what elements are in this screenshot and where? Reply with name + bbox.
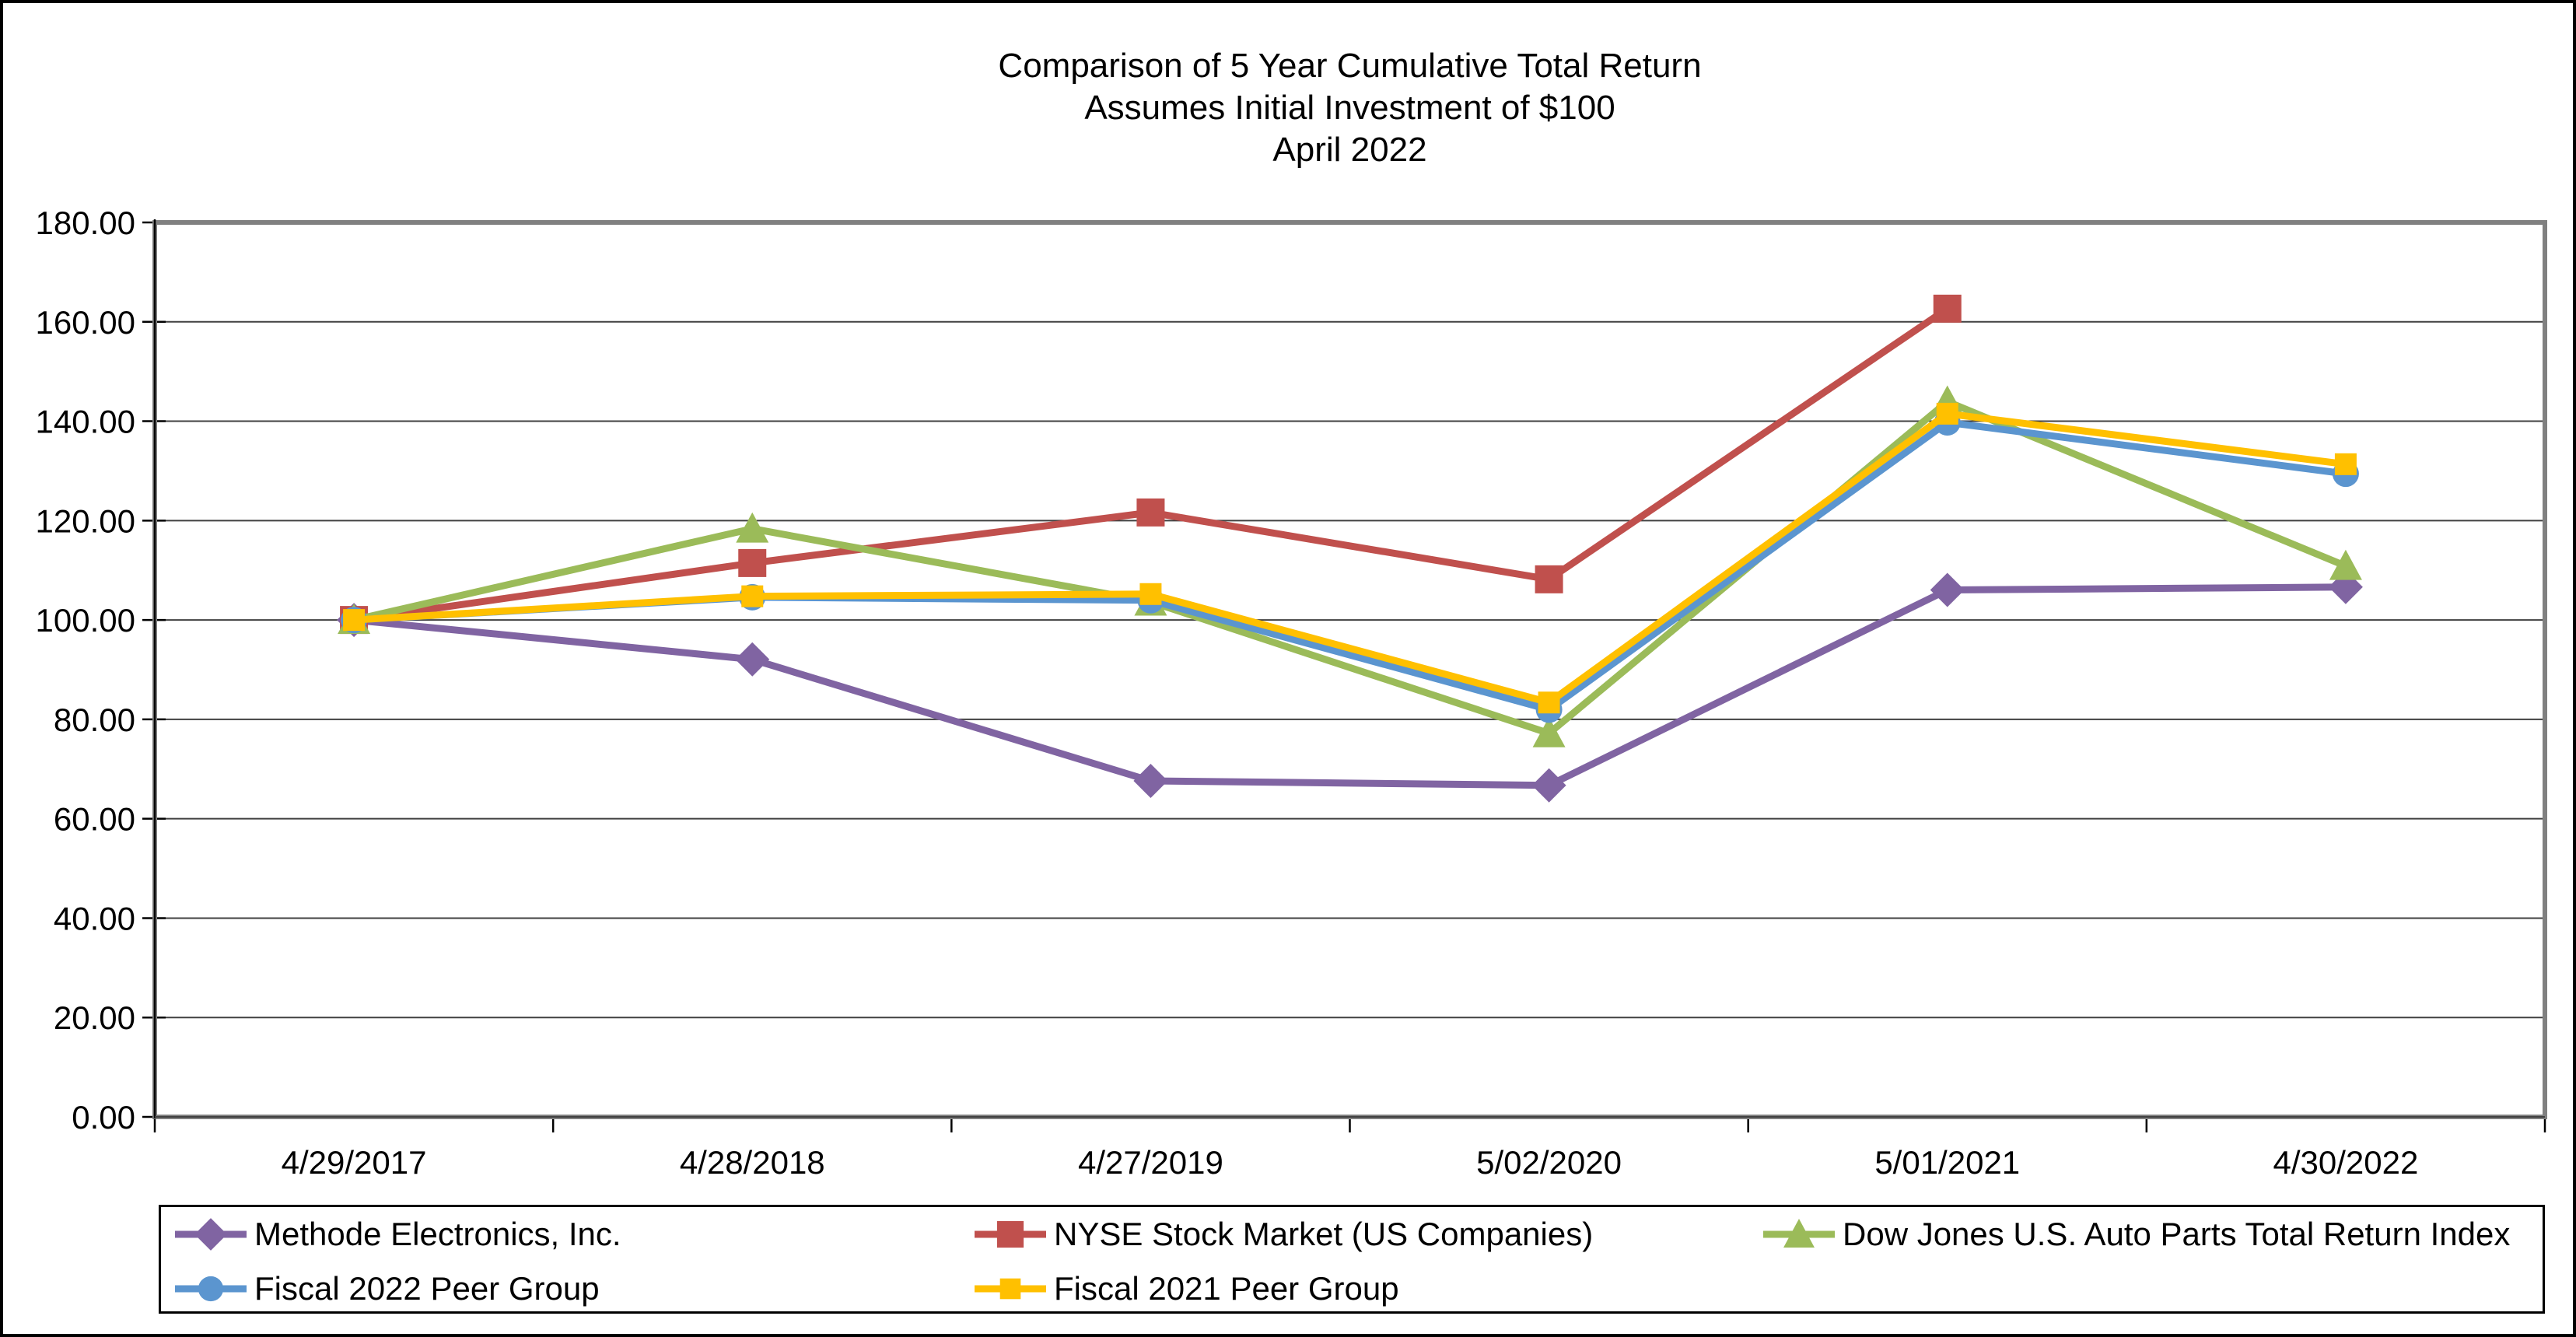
plot-area: 0.00 20.00 40.00 60.00 80.00 100.00 120.00 140.… bbox=[36, 205, 2547, 1181]
square-marker-icon bbox=[975, 1220, 1046, 1248]
legend-item-3: Dow Jones U.S. Auto Parts Total Return I… bbox=[1763, 1216, 2511, 1252]
square-marker-icon bbox=[975, 1278, 1046, 1300]
y-axis-tick-label: 120.00 bbox=[36, 502, 135, 539]
legend-item-4: Fiscal 2022 Peer Group bbox=[175, 1270, 600, 1307]
chart-title: Comparison of 5 Year Cumulative Total Re… bbox=[155, 45, 2545, 171]
series-line-3 bbox=[350, 397, 2350, 737]
series-2-point bbox=[1136, 498, 1165, 527]
series-3-point bbox=[1532, 716, 1566, 747]
y-axis-tick-label: 40.00 bbox=[54, 900, 135, 936]
series-1-point bbox=[1930, 572, 1965, 607]
chart-title-line2: Assumes Initial Investment of $100 bbox=[1084, 89, 1615, 127]
chart-title-line1: Comparison of 5 Year Cumulative Total Re… bbox=[998, 47, 1702, 85]
series-5-point bbox=[1936, 402, 1958, 425]
series-3-point bbox=[2329, 549, 2362, 580]
triangle-marker-icon bbox=[1763, 1219, 1835, 1248]
y-axis-tick-label: 180.00 bbox=[36, 205, 135, 241]
legend: Methode Electronics, Inc. NYSE Stock Mark… bbox=[159, 1205, 2545, 1314]
series-1-point bbox=[1133, 764, 1168, 799]
series-1-point bbox=[735, 642, 770, 677]
y-axis-tick-label: 60.00 bbox=[54, 801, 135, 838]
series-line-5 bbox=[350, 410, 2350, 706]
x-axis-tick-label: 4/28/2018 bbox=[680, 1144, 825, 1181]
y-axis-tick-label: 140.00 bbox=[36, 404, 135, 440]
series-2-point bbox=[1535, 565, 1563, 593]
series-2-point bbox=[738, 548, 767, 577]
y-axis-tick-label: 20.00 bbox=[54, 999, 135, 1036]
series-1-point bbox=[1531, 768, 1566, 803]
circle-marker-icon bbox=[175, 1276, 247, 1302]
x-axis-tick-label: 4/30/2022 bbox=[2273, 1144, 2418, 1181]
series-2-point bbox=[1933, 294, 1962, 323]
series-line-1 bbox=[350, 583, 2350, 789]
legend-item-2: NYSE Stock Market (US Companies) bbox=[975, 1216, 1594, 1252]
series-5-point bbox=[1139, 583, 1162, 605]
x-axis-tick-label: 4/27/2019 bbox=[1078, 1144, 1223, 1181]
legend-label: Methode Electronics, Inc. bbox=[254, 1216, 621, 1252]
y-axis-tick-label: 160.00 bbox=[36, 304, 135, 341]
legend-label: Dow Jones U.S. Auto Parts Total Return I… bbox=[1843, 1216, 2511, 1252]
x-axis-tick-label: 5/02/2020 bbox=[1476, 1144, 1622, 1181]
x-axis-tick-label: 5/01/2021 bbox=[1874, 1144, 2020, 1181]
legend-label: Fiscal 2022 Peer Group bbox=[254, 1270, 600, 1307]
series-3-point bbox=[736, 512, 769, 543]
y-axis-tick-label: 0.00 bbox=[72, 1099, 135, 1136]
legend-item-1: Methode Electronics, Inc. bbox=[175, 1216, 621, 1252]
legend-item-5: Fiscal 2021 Peer Group bbox=[975, 1270, 1399, 1307]
series-5-point bbox=[1538, 691, 1560, 714]
series-line-2 bbox=[350, 305, 1951, 624]
y-axis-tick-label: 100.00 bbox=[36, 602, 135, 639]
legend-label: Fiscal 2021 Peer Group bbox=[1054, 1270, 1399, 1307]
series-5-point bbox=[741, 585, 764, 607]
chart-title-line3: April 2022 bbox=[1272, 131, 1427, 169]
series-5-point bbox=[343, 609, 366, 632]
legend-label: NYSE Stock Market (US Companies) bbox=[1054, 1216, 1594, 1252]
diamond-marker-icon bbox=[175, 1218, 247, 1251]
x-axis-tick-label: 4/29/2017 bbox=[282, 1144, 427, 1181]
series-5-point bbox=[2334, 453, 2357, 475]
y-axis-tick-label: 80.00 bbox=[54, 702, 135, 738]
